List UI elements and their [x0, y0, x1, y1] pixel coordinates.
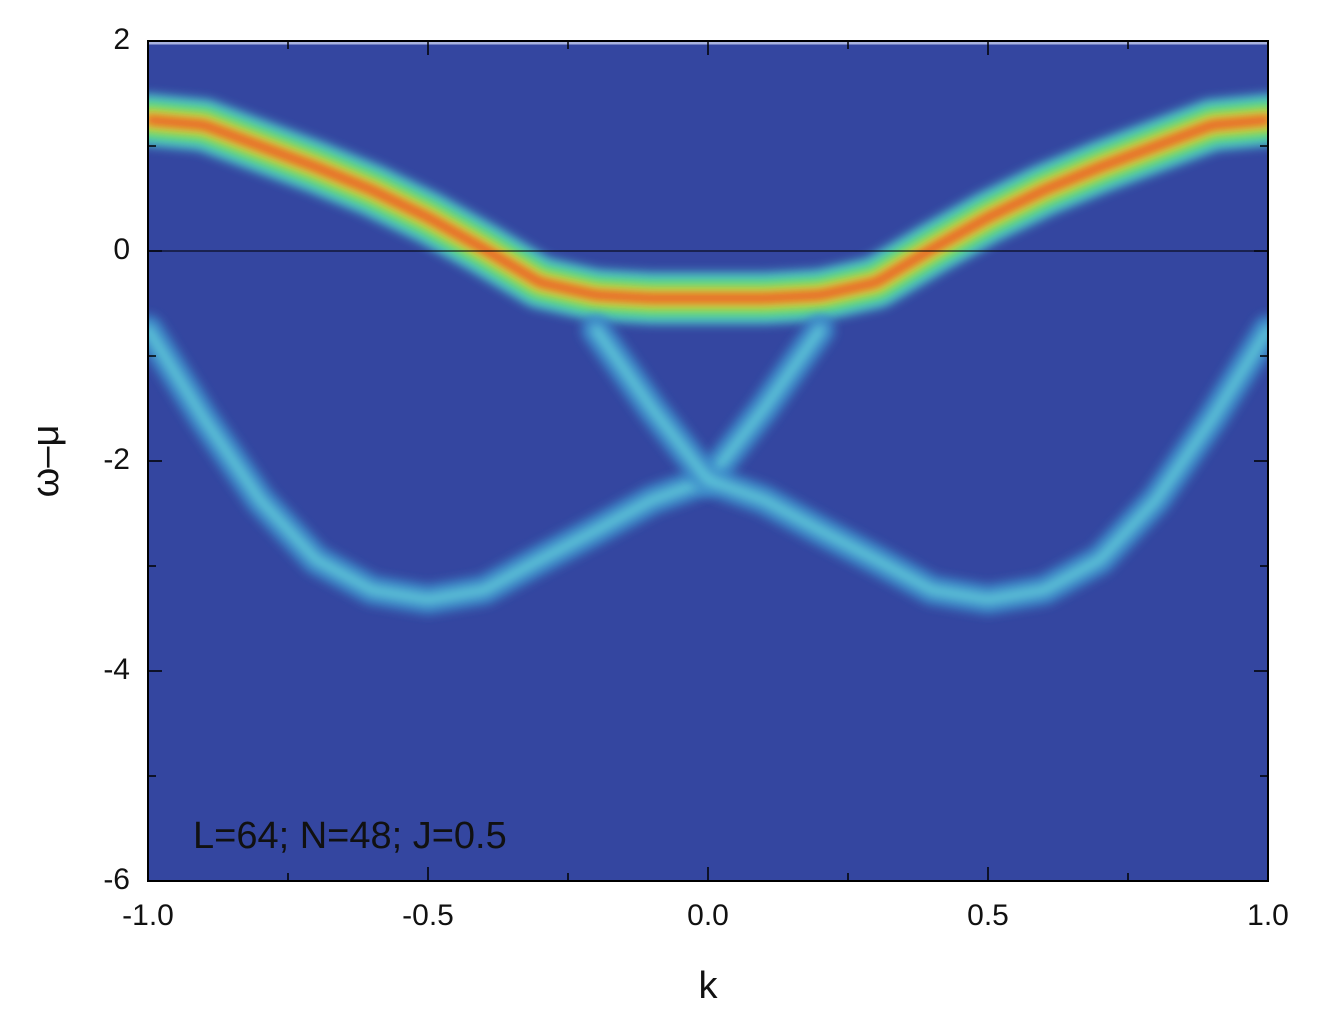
- y-tick-label: -2: [103, 443, 130, 476]
- y-tick-label: -6: [103, 863, 130, 896]
- x-tick-label: -0.5: [402, 899, 454, 932]
- band: [591, 324, 1268, 605]
- y-tick-label: 2: [113, 23, 130, 56]
- heatmap-bands: [148, 41, 1268, 615]
- y-tick-label: -4: [103, 653, 130, 686]
- x-tick-label: 0.0: [687, 899, 729, 932]
- y-axis-label: ω–μ: [25, 425, 67, 498]
- x-tick-label: -1.0: [122, 899, 174, 932]
- x-tick-label: 1.0: [1247, 899, 1289, 932]
- y-tick-label: 0: [113, 233, 130, 266]
- band: [148, 115, 1268, 303]
- x-tick-label: 0.5: [967, 899, 1009, 932]
- x-axis-label: k: [699, 965, 719, 1007]
- annotation: L=64; N=48; J=0.5: [193, 815, 507, 857]
